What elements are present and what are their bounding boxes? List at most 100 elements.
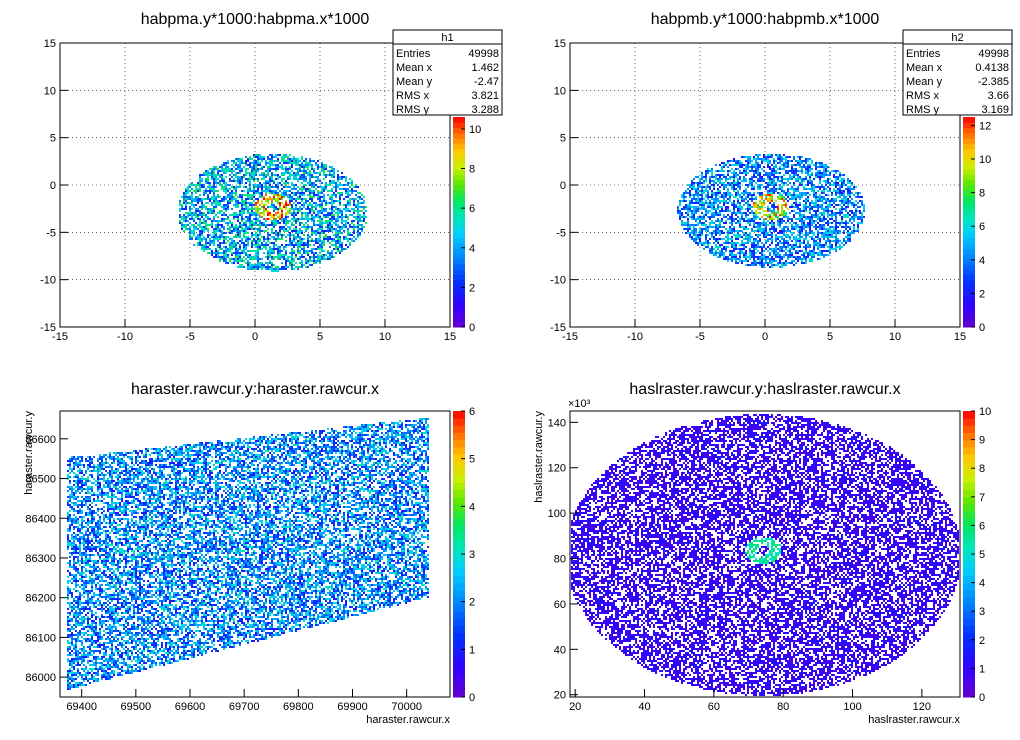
habpma-density-cell (349, 242, 351, 244)
habpma-density-cell (297, 162, 299, 164)
habpma-density-cell (299, 250, 301, 252)
habpmb-density-cell (695, 232, 697, 234)
habpma-density-cell (345, 178, 347, 180)
habpmb-density-cell (731, 212, 733, 214)
habpma-density-cell (189, 226, 191, 228)
habpma-density-cell (215, 232, 217, 234)
habpma-density-cell (213, 206, 215, 208)
habpmb-density-cell (721, 206, 723, 208)
habpma-density-cell (297, 180, 299, 182)
habpma-density-cell (301, 208, 303, 210)
habpma-density-cell (273, 218, 275, 220)
habpma-density-cell (253, 166, 255, 168)
habpma-density-cell (211, 190, 213, 192)
habpma-density-cell (335, 184, 337, 186)
habpma-density-cell (345, 224, 347, 226)
habpma-density-cell (195, 216, 197, 218)
habpma-density-cell (231, 258, 233, 260)
habpmb-density-cell (715, 178, 717, 180)
habpma-density-cell (275, 232, 277, 234)
habpma-density-cell (323, 222, 325, 224)
habpma-density-cell (213, 238, 215, 240)
habpma-density-cell (335, 242, 337, 244)
habpma-density-cell (283, 178, 285, 180)
habpma-density-cell (273, 222, 275, 224)
habpma-density-cell (223, 198, 225, 200)
habpmb-density-cell (703, 202, 705, 204)
habpma-density-cell (273, 160, 275, 162)
habpma-density-cell (283, 162, 285, 164)
habpma-density-cell (279, 154, 281, 156)
habpmb-density-cell (725, 164, 727, 166)
habpma-density-cell (325, 216, 327, 218)
habpma-density-cell (265, 180, 267, 182)
habpmb-density-cell (747, 184, 749, 186)
habpmb-density-cell (693, 198, 695, 200)
habpma-density-cell (249, 156, 251, 158)
habpmb-density-cell (709, 218, 711, 220)
habpma-density-cell (315, 194, 317, 196)
habpma-density-cell (303, 160, 305, 162)
habpma-density-cell (289, 220, 291, 222)
habpmb-density-cell (711, 250, 713, 252)
habpma-density-cell (217, 212, 219, 214)
habpma-density-cell (197, 190, 199, 192)
habpmb-density-cell (695, 206, 697, 208)
habpma-density-cell (303, 202, 305, 204)
habpmb-density-cell (701, 204, 703, 206)
habpma-density-cell (247, 238, 249, 240)
habpma-density-cell (329, 198, 331, 200)
habpma-density-cell (199, 236, 201, 238)
habpma-density-cell (295, 214, 297, 216)
habpma-density-cell (353, 216, 355, 218)
habpma-density-cell (297, 174, 299, 176)
habpma-density-cell (261, 206, 263, 208)
habpma-density-cell (229, 168, 231, 170)
habpma-density-cell (231, 208, 233, 210)
habpma-density-cell (285, 182, 287, 184)
habpmb-density-cell (721, 174, 723, 176)
habpma-density-cell (205, 228, 207, 230)
habpma-density-cell (239, 194, 241, 196)
habpma-density-cell (293, 172, 295, 174)
habpmb-density-cell (721, 232, 723, 234)
habpma-density-cell (325, 258, 327, 260)
habpma-density-cell (223, 204, 225, 206)
habpma-density-cell (243, 260, 245, 262)
habpma-density-cell (331, 200, 333, 202)
habpma-density-cell (247, 264, 249, 266)
habpmb-density-cell (695, 188, 697, 190)
habpma-density-cell (283, 158, 285, 160)
habpmb-density-cell (745, 156, 747, 158)
habpma-colorbar-band (453, 164, 465, 170)
habpma-density-cell (233, 180, 235, 182)
habpmb-density-cell (701, 224, 703, 226)
habpma-density-cell (199, 186, 201, 188)
habpma-density-cell (201, 184, 203, 186)
habpmb-density-cell (743, 190, 745, 192)
habpma-density-cell (319, 226, 321, 228)
habpma-density-cell (301, 188, 303, 190)
habpma-density-cell (313, 172, 315, 174)
habpma-density-cell (281, 168, 283, 170)
habpma-density-cell (207, 170, 209, 172)
habpmb-density-cell (741, 248, 743, 250)
habpma-density-cell (309, 210, 311, 212)
habpma-density-cell (271, 268, 273, 270)
habpma-density-cell (271, 180, 273, 182)
habpma-density-cell (199, 174, 201, 176)
habpma-density-cell (253, 162, 255, 164)
habpmb-density-cell (703, 192, 705, 194)
habpma-density-cell (337, 216, 339, 218)
habpma-stats-value: 1.462 (471, 62, 499, 74)
habpma-density-cell (199, 242, 201, 244)
habpmb-density-cell (707, 202, 709, 204)
habpmb-density-cell (679, 210, 681, 212)
habpma-density-cell (213, 220, 215, 222)
habpma-density-cell (235, 168, 237, 170)
habpma-density-cell (357, 230, 359, 232)
habpma-density-cell (291, 266, 293, 268)
habpma-density-cell (211, 222, 213, 224)
habpma-density-cell (217, 178, 219, 180)
habpma-density-cell (219, 200, 221, 202)
